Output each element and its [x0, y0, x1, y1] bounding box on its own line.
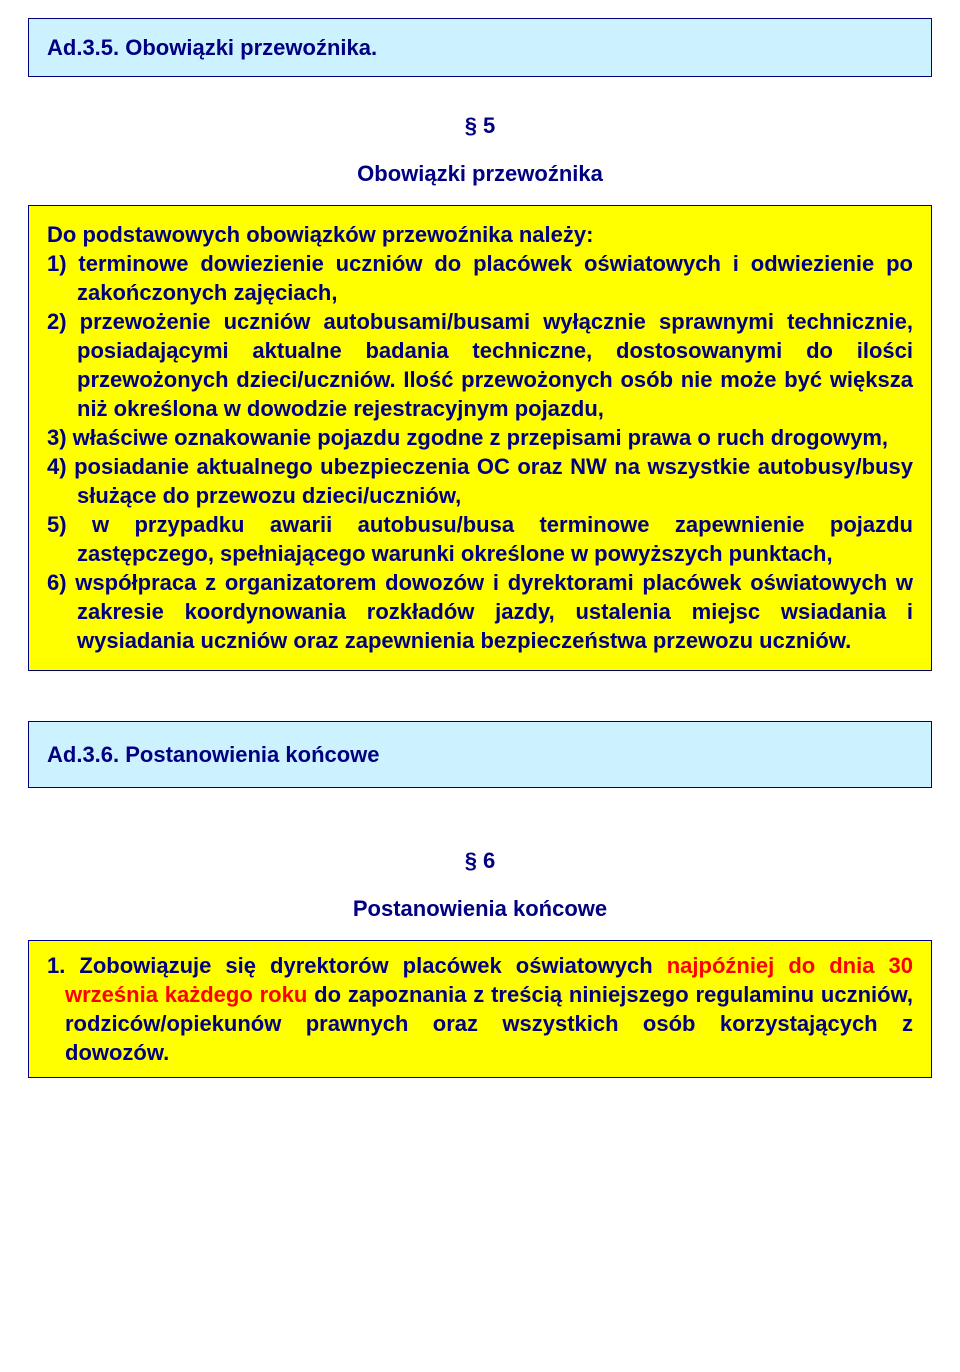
- section5-item-3: 3) właściwe oznakowanie pojazdu zgodne z…: [47, 423, 913, 452]
- header-title-ad36: Ad.3.6. Postanowienia końcowe: [47, 740, 913, 769]
- section5-item-6: 6) współpraca z organizatorem dowozów i …: [47, 568, 913, 655]
- section6-item1-number: 1.: [47, 953, 79, 978]
- section5-heading: Obowiązki przewoźnika: [28, 161, 932, 187]
- section5-item-1: 1) terminowe dowiezienie uczniów do plac…: [47, 249, 913, 307]
- section6-item-1: 1. Zobowiązuje się dyrektorów placówek o…: [47, 951, 913, 1067]
- section5-box: Do podstawowych obowiązków przewoźnika n…: [28, 205, 932, 670]
- section5-item-5: 5) w przypadku awarii autobusu/busa term…: [47, 510, 913, 568]
- section6-item1-pre: Zobowiązuje się dyrektorów placówek oświ…: [79, 953, 666, 978]
- section6-box: 1. Zobowiązuje się dyrektorów placówek o…: [28, 940, 932, 1078]
- section5-item-4: 4) posiadanie aktualnego ubezpieczenia O…: [47, 452, 913, 510]
- section5-intro: Do podstawowych obowiązków przewoźnika n…: [47, 220, 913, 249]
- header-box-ad35: Ad.3.5. Obowiązki przewoźnika.: [28, 18, 932, 77]
- header-box-ad36: Ad.3.6. Postanowienia końcowe: [28, 721, 932, 788]
- section6-paragraph-number: § 6: [28, 848, 932, 874]
- header-title-ad35: Ad.3.5. Obowiązki przewoźnika.: [47, 33, 913, 62]
- section5-paragraph-number: § 5: [28, 113, 932, 139]
- section5-item-2: 2) przewożenie uczniów autobusami/busami…: [47, 307, 913, 423]
- section6-heading: Postanowienia końcowe: [28, 896, 932, 922]
